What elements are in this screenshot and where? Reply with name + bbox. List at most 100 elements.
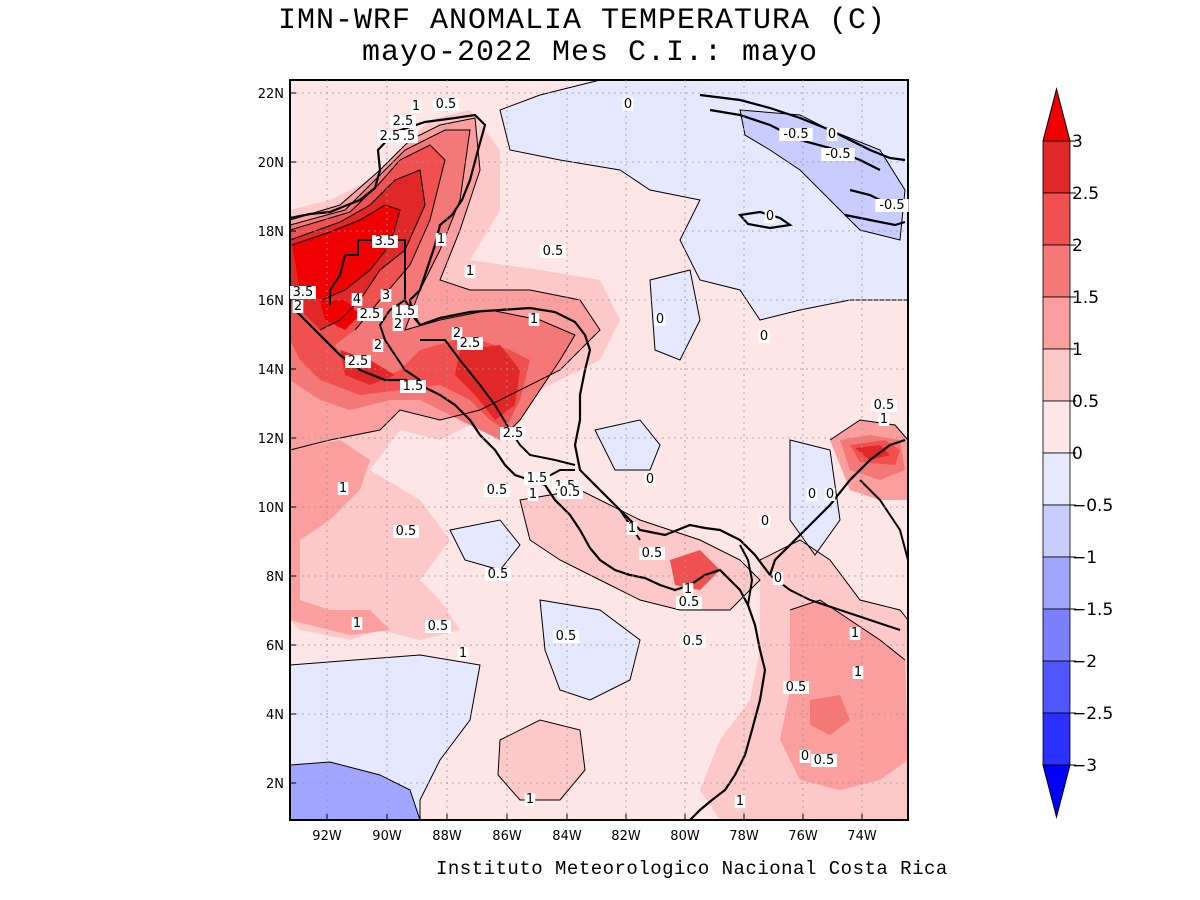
contour-label-bg xyxy=(871,399,897,412)
lat-10n: 10N xyxy=(258,501,284,516)
contour-label-bg xyxy=(734,795,746,808)
negative-pocket-4 xyxy=(650,270,700,360)
contour-label: 1 xyxy=(628,521,636,536)
warm-core xyxy=(292,205,400,300)
contour-label-bg xyxy=(779,128,813,141)
contour-label-bg xyxy=(500,427,526,440)
contour-label: 2.5 xyxy=(460,336,481,351)
contour-label: -0.5 xyxy=(879,198,904,213)
warm-core-b xyxy=(320,300,360,330)
colorbar-swatch xyxy=(1042,296,1071,350)
contour-label: 3 xyxy=(382,288,390,303)
contour-label-bg xyxy=(524,793,536,806)
contour-label: 2 xyxy=(294,299,302,314)
lat-labels: 2N 4N 6N 8N 10N 12N 14N 16N 18N 20N 22N xyxy=(258,87,284,792)
contour-label-bg xyxy=(357,308,383,321)
lon-labels: 92W 90W 88W 86W 84W 82W 80W 78W 76W 74W xyxy=(312,829,877,844)
contour-label-bg xyxy=(852,666,864,679)
contour-label-bg xyxy=(557,486,583,499)
contour-label-bg xyxy=(290,286,316,299)
contour-label-bg xyxy=(433,98,459,111)
contour-label: 0.5 xyxy=(436,97,457,112)
contour-label-bg xyxy=(484,484,510,497)
contour-label: 1 xyxy=(459,646,467,661)
contour-label-bg xyxy=(826,128,838,141)
footer-credit: Instituto Meteorologico Nacional Costa R… xyxy=(436,858,948,880)
colorbar-swatch xyxy=(1042,660,1071,714)
contour-label-bg xyxy=(878,413,890,426)
contour-label-bg xyxy=(875,199,909,212)
contour-label-bg xyxy=(783,681,809,694)
colorbar-swatch xyxy=(1042,400,1071,454)
warm-region-pacific-blob xyxy=(498,720,585,800)
colorbar-label: 2.5 xyxy=(1072,184,1099,204)
contour-lines xyxy=(290,80,908,820)
contour-label-bg xyxy=(400,380,426,393)
lat-12n: 12N xyxy=(258,432,284,447)
contour-label: 1 xyxy=(437,232,445,247)
contour-label-bg xyxy=(345,355,371,368)
contour-label-bg xyxy=(528,313,540,326)
contour-label: 0.5 xyxy=(679,595,700,610)
warm-region-15-d xyxy=(810,695,850,735)
contour-label: 4 xyxy=(353,292,361,307)
colorbar-swatch xyxy=(1042,712,1071,766)
ticks xyxy=(290,92,863,820)
filled-contours xyxy=(290,80,908,820)
contour-label-bg xyxy=(337,482,349,495)
contour-label: 0 xyxy=(828,127,836,142)
contour-label-bg xyxy=(639,547,665,560)
contour-label-bg xyxy=(758,330,770,343)
colorbar-swatch xyxy=(1042,452,1071,506)
colorbar-swatch xyxy=(1042,140,1071,194)
contour-label: 0 xyxy=(656,312,664,327)
lon-78w: 78W xyxy=(729,829,759,844)
contour-label-bg xyxy=(372,235,398,248)
lat-16n: 16N xyxy=(258,294,284,309)
contour-label: 0.5 xyxy=(786,680,807,695)
contour-label: 1 xyxy=(530,312,538,327)
contour-label-bg xyxy=(821,148,855,161)
contour-label: 1 xyxy=(851,626,859,641)
contour-label: 0 xyxy=(646,472,654,487)
lon-82w: 82W xyxy=(611,829,641,844)
contour-label: 1 xyxy=(529,487,537,502)
negative-pocket-1 xyxy=(540,600,640,700)
contour-label: 2 xyxy=(394,317,402,332)
contour-label: 0.5 xyxy=(487,483,508,498)
contour-label: 0.5 xyxy=(560,485,581,500)
contour-label: 0 xyxy=(624,97,632,112)
colorbar-label: 2 xyxy=(1072,236,1083,256)
lon-76w: 76W xyxy=(788,829,818,844)
lat-6n: 6N xyxy=(266,639,284,654)
contour-label-bg xyxy=(527,488,539,501)
colorbar-swatch xyxy=(1042,608,1071,662)
contour-label: 0 xyxy=(774,571,782,586)
negative-region-cuba xyxy=(740,110,905,240)
lon-88w: 88W xyxy=(432,829,462,844)
contour-label-bg xyxy=(654,313,666,326)
contour-label: 0 xyxy=(826,487,834,502)
warm-region-25-d xyxy=(855,445,890,460)
negative-pocket-2 xyxy=(595,420,660,470)
contour-label: 3.5 xyxy=(375,234,396,249)
contour-label-bg xyxy=(811,754,837,767)
lat-22n: 22N xyxy=(258,87,284,102)
contour-label-bg xyxy=(772,572,784,585)
contour-label: 2 xyxy=(374,338,382,353)
contour-label: 1.5 xyxy=(403,379,424,394)
contour-label-bg xyxy=(849,627,861,640)
colorbar-top-arrow xyxy=(1042,87,1071,142)
colorbar-swatch xyxy=(1042,504,1071,558)
colorbar-label: −0.5 xyxy=(1072,496,1113,516)
contour-label: 1 xyxy=(736,794,744,809)
contour-label: 1 xyxy=(880,412,888,427)
contour-label: -0.5 xyxy=(825,147,850,162)
contour-label-bg xyxy=(644,473,656,486)
contour-label-bg xyxy=(676,596,702,609)
negative-region-sw-corner xyxy=(290,762,420,820)
contour-label: 1.5 xyxy=(395,304,416,319)
contour-label-bg xyxy=(451,327,463,340)
contour-label: 0.5 xyxy=(488,567,509,582)
